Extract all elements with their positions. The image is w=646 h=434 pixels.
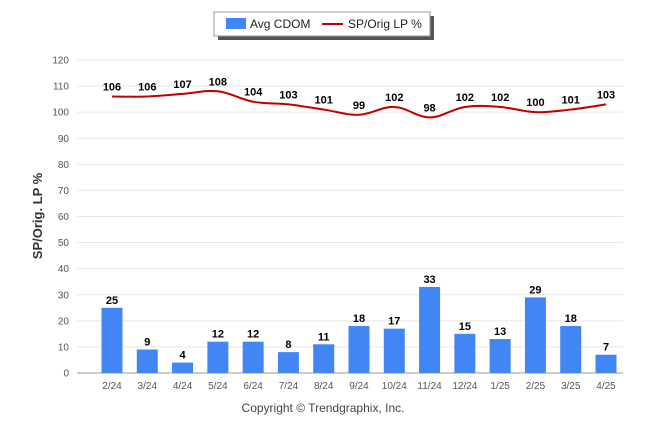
bar-series-avg-cdom <box>101 286 617 373</box>
grid-lines <box>77 59 623 374</box>
bar <box>172 362 194 373</box>
bar <box>419 286 441 373</box>
x-tick-label: 2/25 <box>526 381 546 392</box>
bar-data-label: 4 <box>180 350 187 362</box>
y-tick-label: 50 <box>58 238 70 249</box>
data-labels: 25 9 4 12 12 8 11 18 17 33 15 13 29 18 7 106 106 107 108 10… <box>103 76 615 361</box>
legend-box <box>213 11 431 37</box>
bar-data-label: 17 <box>388 316 400 328</box>
bar <box>277 352 299 373</box>
y-tick-label: 90 <box>58 134 70 145</box>
bar <box>595 354 617 373</box>
x-tick-label: 3/24 <box>138 381 158 392</box>
bar <box>348 326 370 373</box>
y-tick-label: 80 <box>58 160 70 171</box>
y-tick-label: 100 <box>52 108 69 119</box>
line-series-sp-orig-lp <box>111 89 607 119</box>
x-tick-label: 10/24 <box>382 381 407 392</box>
y-tick-label: 120 <box>52 56 69 67</box>
x-tick-label: 6/24 <box>243 381 263 392</box>
bar-data-label: 7 <box>603 342 609 354</box>
line-data-label: 106 <box>138 82 156 94</box>
line-data-label: 101 <box>562 95 580 107</box>
x-tick-label: 3/25 <box>561 381 581 392</box>
bar <box>454 333 476 373</box>
bar-data-label: 18 <box>353 313 365 325</box>
line-data-label: 106 <box>103 82 121 94</box>
x-tick-label: 11/24 <box>417 381 442 392</box>
y-tick-label: 110 <box>53 82 69 93</box>
y-tick-label: 40 <box>58 264 70 275</box>
x-axis-tick-labels: 2/24 3/24 4/24 5/24 6/24 7/24 8/24 9/24 10/24 11/… <box>102 381 616 392</box>
line-data-label: 100 <box>526 97 544 109</box>
line-data-label: 102 <box>491 92 509 104</box>
line-data-label: 101 <box>315 95 333 107</box>
bar-data-label: 25 <box>106 295 118 307</box>
x-tick-label: 1/25 <box>490 381 510 392</box>
bar-data-label: 11 <box>318 331 330 343</box>
x-tick-label: 5/24 <box>208 381 228 392</box>
bar <box>136 349 158 373</box>
line-data-label: 102 <box>456 92 474 104</box>
bar <box>207 341 229 373</box>
line-data-label: 98 <box>423 102 435 114</box>
y-tick-label: 60 <box>58 212 70 223</box>
bar-data-label: 12 <box>247 329 259 341</box>
legend: Avg CDOM SP/Orig LP % <box>213 11 434 40</box>
line-data-label: 102 <box>385 92 403 104</box>
bar-data-label: 13 <box>494 326 506 338</box>
x-tick-label: 8/24 <box>314 381 334 392</box>
bar <box>524 297 546 373</box>
line-data-label: 99 <box>353 100 365 112</box>
line-data-label: 103 <box>597 89 615 101</box>
bar <box>101 307 123 373</box>
bar <box>560 326 582 373</box>
bar <box>313 344 335 373</box>
x-tick-label: 2/24 <box>102 381 122 392</box>
x-tick-label: 12/24 <box>452 381 477 392</box>
bar <box>489 339 511 373</box>
y-tick-label: 10 <box>58 342 70 353</box>
line-data-label: 104 <box>244 87 263 99</box>
bar-data-label: 15 <box>459 321 471 333</box>
bar <box>242 341 264 373</box>
y-axis-title: SP/Orig. LP % <box>30 172 45 259</box>
x-tick-label: 9/24 <box>349 381 369 392</box>
copyright-footer: Copyright © Trendgraphix, Inc. <box>241 401 405 415</box>
x-tick-label: 7/24 <box>279 381 299 392</box>
bar-data-label: 29 <box>529 284 541 296</box>
y-tick-label: 20 <box>58 316 70 327</box>
x-tick-label: 4/25 <box>596 381 616 392</box>
x-tick-label: 4/24 <box>173 381 193 392</box>
bar-data-label: 12 <box>212 329 224 341</box>
line-data-label: 103 <box>279 89 297 101</box>
legend-label-avg-cdom: Avg CDOM <box>250 17 310 31</box>
line-data-label: 108 <box>209 76 227 88</box>
y-tick-label: 0 <box>63 369 69 380</box>
y-tick-label: 30 <box>58 290 70 301</box>
legend-label-sp-orig-lp: SP/Orig LP % <box>348 17 422 31</box>
bar <box>383 328 405 373</box>
y-axis-tick-labels: 0 10 20 30 40 50 60 70 80 90 100 110 120 <box>52 56 69 380</box>
legend-swatch-avg-cdom <box>226 18 246 29</box>
bar-data-label: 8 <box>285 339 291 351</box>
sp-orig-lp-line <box>111 89 607 119</box>
bar-data-label: 33 <box>423 274 435 286</box>
bar-data-label: 18 <box>565 313 577 325</box>
y-tick-label: 70 <box>58 186 70 197</box>
bar-data-label: 9 <box>144 337 150 349</box>
line-data-label: 107 <box>173 79 191 91</box>
